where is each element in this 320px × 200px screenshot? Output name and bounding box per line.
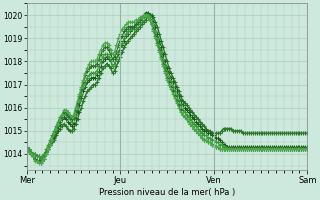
X-axis label: Pression niveau de la mer( hPa ): Pression niveau de la mer( hPa ) — [99, 188, 235, 197]
